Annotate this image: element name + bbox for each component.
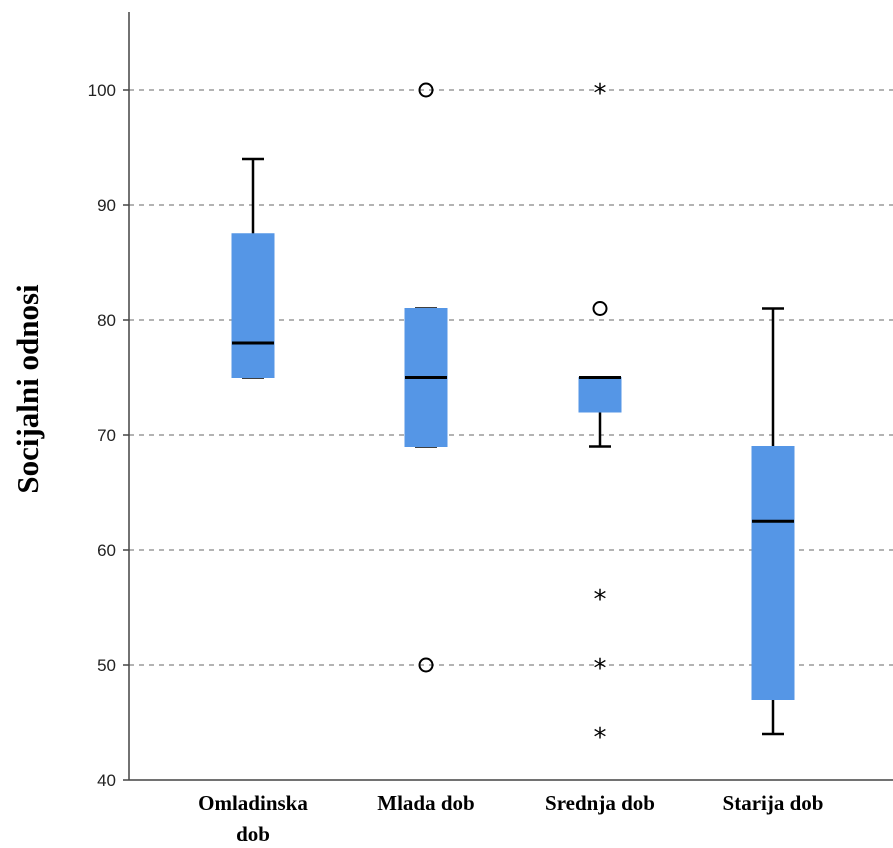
- x-tick-labels: Omladinska dob Mlada dob Srednja dob Starija…: [198, 791, 823, 846]
- box-group: [751, 307, 795, 736]
- y-tick-label: 70: [97, 426, 116, 445]
- x-tick-label: Starija dob: [723, 791, 824, 815]
- outlier-marker: [418, 82, 434, 98]
- x-tick-label: Srednja dob: [545, 791, 655, 815]
- y-axis-label: Socijalni odnosi: [10, 284, 45, 494]
- extreme-marker: *: [594, 723, 607, 753]
- y-tick-label: 90: [97, 196, 116, 215]
- extreme-marker: *: [594, 654, 607, 684]
- x-tick-label: dob: [236, 822, 270, 846]
- y-tick-labels: 40 50 60 70 80 90 100: [88, 81, 129, 790]
- box-iqr: [751, 446, 795, 700]
- y-tick-label: 80: [97, 311, 116, 330]
- axes: [128, 12, 893, 781]
- y-tick-label: 60: [97, 541, 116, 560]
- outlier-marker: [592, 301, 608, 316]
- box-group: [404, 82, 448, 673]
- y-tick-label: 100: [88, 81, 116, 100]
- box-iqr: [231, 233, 275, 378]
- x-tick-label: Omladinska: [198, 791, 308, 815]
- gridlines: [129, 89, 893, 666]
- box-group: * * * *: [578, 79, 622, 753]
- y-tick-label: 50: [97, 656, 116, 675]
- box-group: [231, 157, 275, 379]
- outlier-marker: [418, 657, 434, 673]
- boxes: * * * *: [231, 79, 795, 753]
- x-tick-label: Mlada dob: [377, 791, 474, 815]
- extreme-marker: *: [594, 585, 607, 615]
- extreme-marker: *: [594, 79, 607, 109]
- box-iqr: [578, 377, 622, 413]
- y-tick-label: 40: [97, 771, 116, 790]
